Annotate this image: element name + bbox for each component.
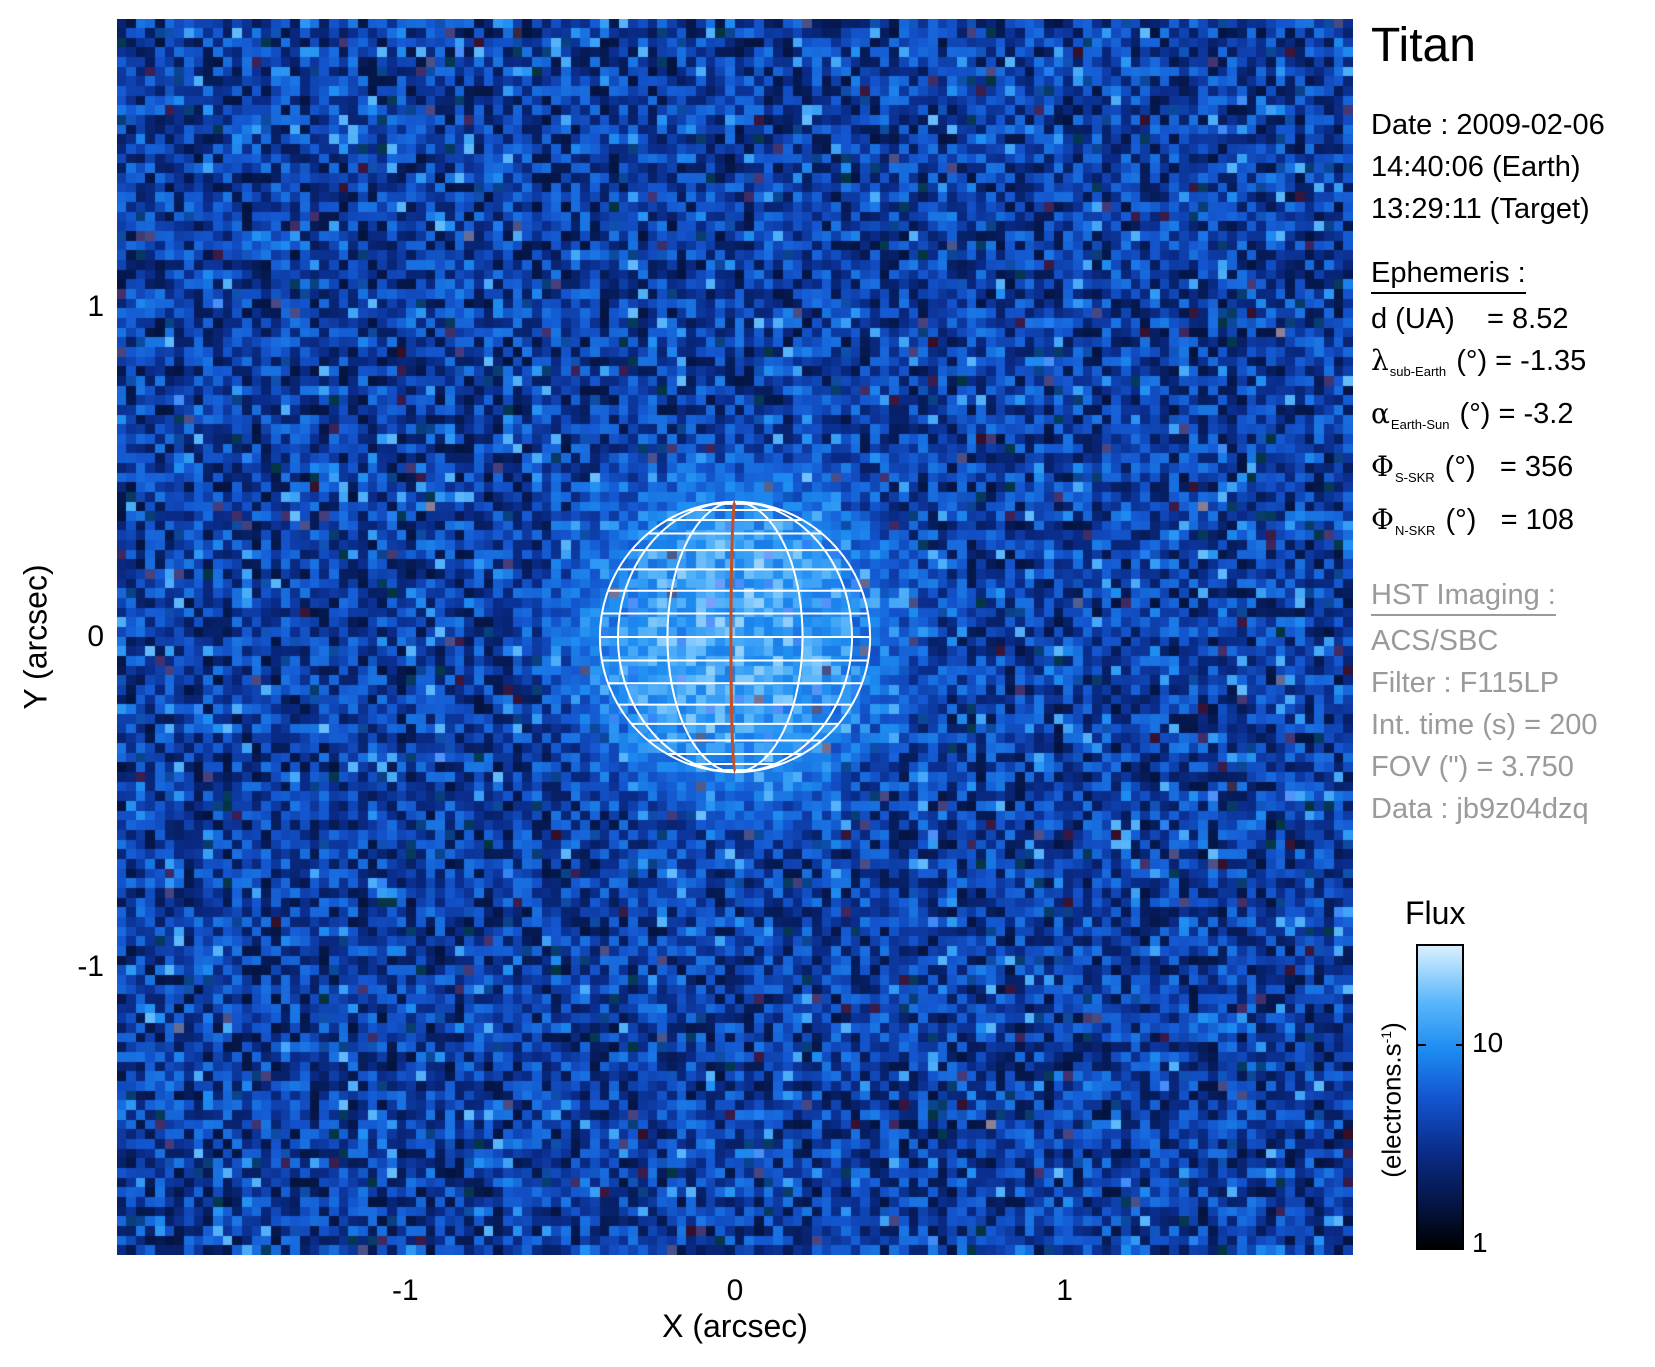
phi-s-subscript: S-SKR [1394,470,1435,485]
filter-line: Filter : F115LP [1371,667,1560,699]
earth-time-line: 14:40:06 (Earth) [1371,151,1581,183]
phi-n-subscript: N-SKR [1394,523,1436,538]
alpha-value: = -3.2 [1498,398,1574,430]
y-axis-title: Y (arcsec) [17,564,54,710]
distance-label: d (UA) [1371,303,1455,335]
lambda-value: = -1.35 [1495,345,1587,377]
phi-n-unit: (°) [1445,504,1477,536]
colorbar-unit-end: ) [1376,1022,1407,1031]
phi-s-unit: (°) [1444,451,1476,483]
date-line: Date : 2009-02-06 [1371,109,1605,141]
colorbar-label-10: 10 [1472,1027,1504,1058]
x-tick-label: -1 [392,1274,419,1307]
central-meridian-line [729,500,737,774]
distance-line: d (UA) = 8.52 [1371,298,1655,340]
colorbar-unit-main: (electrons.s [1376,1043,1407,1178]
x-axis-title: X (arcsec) [662,1308,808,1344]
phi-s-line: ΦS-SKR (°) = 356 [1371,446,1655,499]
flux-colorbar [1416,944,1464,1250]
alpha-symbol: α [1371,397,1390,430]
alpha-unit: (°) [1459,398,1491,430]
phi-n-symbol: Φ [1371,503,1394,536]
alpha-line: αEarth-Sun (°) = -3.2 [1371,393,1655,446]
imaging-heading: HST Imaging : [1371,576,1556,616]
y-tick-label: 1 [87,290,104,324]
titan-globe-grid [598,500,872,774]
x-tick-label: 1 [1056,1274,1073,1307]
target-time-line: 13:29:11 (Target) [1371,193,1590,225]
phi-s-symbol: Φ [1371,450,1394,483]
colorbar-tick-10-left [1418,1044,1426,1046]
ephemeris-heading: Ephemeris : [1371,254,1526,294]
phi-n-line: ΦN-SKR (°) = 108 [1371,499,1655,552]
phi-s-value: = 356 [1499,451,1574,483]
colorbar-tick-10 [1456,1044,1464,1046]
alpha-subscript: Earth-Sun [1390,417,1450,432]
y-tick-label: -1 [77,949,104,983]
data-id-line: Data : jb9z04dzq [1371,793,1589,825]
y-tick-label: 0 [87,620,104,653]
titan-image-panel [117,19,1353,1255]
int-time-line: Int. time (s) = 200 [1371,709,1598,741]
lambda-unit: (°) [1456,345,1488,377]
x-tick-label: 0 [726,1274,744,1307]
lambda-line: λsub-Earth (°) = -1.35 [1371,340,1655,393]
instrument-line: ACS/SBC [1371,625,1499,657]
fov-line: FOV (") = 3.750 [1371,751,1574,783]
colorbar-unit-sup: -1 [1377,1030,1394,1044]
colorbar-label-1: 1 [1472,1227,1488,1258]
lambda-subscript: sub-Earth [1389,364,1447,379]
distance-value: = 8.52 [1487,303,1569,335]
colorbar-unit: (electrons.s-1) [1377,1022,1408,1178]
colorbar-title: Flux [1405,895,1466,931]
lambda-symbol: λ [1371,344,1389,377]
target-name: Titan [1371,19,1476,72]
info-panel: Titan Date : 2009-02-06 14:40:06 (Earth)… [1371,18,1655,830]
phi-n-value: = 108 [1500,504,1574,536]
